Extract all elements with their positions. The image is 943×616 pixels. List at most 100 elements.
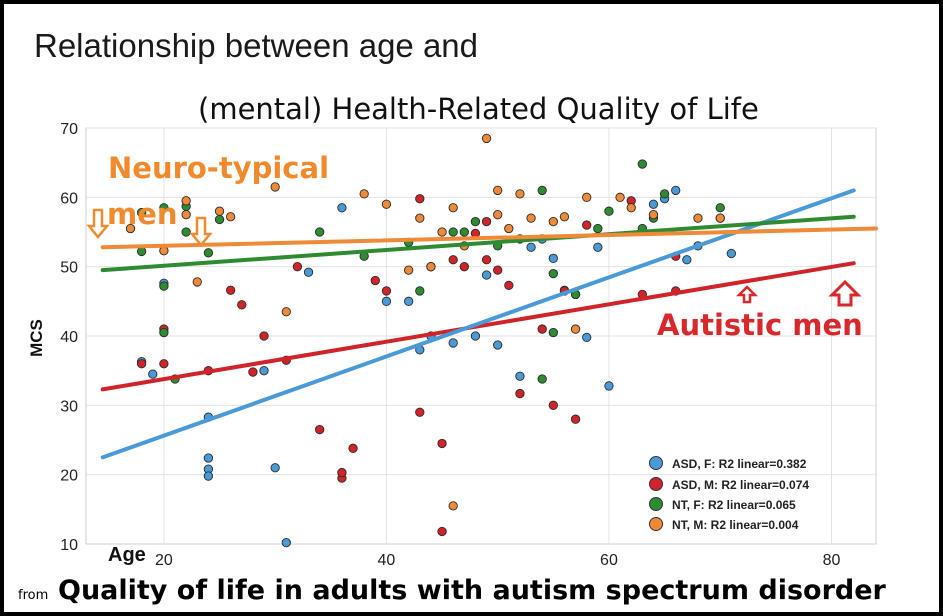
- data-point-asd-m: [437, 526, 447, 537]
- data-point-asd-f: [671, 185, 681, 196]
- data-point-nt-f: [181, 227, 191, 237]
- data-point-asd-m: [415, 407, 425, 417]
- data-point-nt-m: [281, 307, 291, 317]
- data-point-asd-m: [348, 443, 358, 453]
- data-point-asd-m: [381, 286, 392, 296]
- down-arrow-icon: [86, 208, 110, 239]
- data-point-nt-f: [203, 248, 214, 258]
- legend-label-asd-m: ASD, M: R2 linear=0.074: [672, 478, 809, 492]
- data-point-asd-f: [682, 255, 692, 265]
- data-point-asd-m: [437, 438, 447, 449]
- data-point-nt-m: [415, 213, 425, 223]
- data-point-nt-m: [192, 277, 202, 287]
- data-point-nt-m: [214, 206, 225, 216]
- data-point-asd-f: [203, 471, 214, 481]
- legend-marker-nt-f: [649, 497, 663, 511]
- data-point-nt-m: [270, 182, 280, 192]
- data-point-nt-m: [426, 262, 436, 272]
- data-point-asd-m: [248, 367, 258, 377]
- data-point-nt-f: [159, 327, 169, 338]
- data-point-nt-f: [448, 227, 458, 237]
- data-point-asd-f: [604, 381, 614, 391]
- data-point-asd-m: [515, 388, 525, 399]
- data-point-asd-f: [281, 537, 291, 548]
- annotation-men: men: [107, 197, 178, 231]
- y-tick-label: 30: [60, 398, 78, 415]
- data-point-asd-m: [225, 285, 236, 295]
- data-point-asd-m: [504, 280, 514, 291]
- data-point-nt-m: [359, 189, 369, 199]
- data-point-asd-f: [303, 267, 314, 277]
- data-point-nt-m: [693, 213, 703, 223]
- data-point-nt-m: [481, 133, 492, 144]
- x-axis-label: Age: [108, 544, 146, 566]
- down-arrow-icon: [189, 216, 213, 247]
- data-point-nt-m: [225, 212, 236, 222]
- data-point-nt-m: [448, 203, 458, 213]
- data-point-asd-f: [481, 270, 492, 280]
- fit-line-nt-f: [100, 214, 856, 273]
- data-point-nt-m: [493, 185, 503, 196]
- data-point-asd-m: [237, 300, 247, 310]
- data-point-nt-m: [437, 227, 447, 237]
- legend-label-nt-m: NT, M: R2 linear=0.004: [672, 518, 799, 532]
- data-point-nt-f: [548, 268, 558, 279]
- source-citation: Quality of life in adults with autism sp…: [58, 575, 887, 606]
- data-point-nt-m: [715, 213, 725, 223]
- data-point-nt-f: [470, 216, 481, 227]
- data-point-nt-m: [570, 324, 581, 334]
- data-point-asd-f: [726, 248, 737, 259]
- grid: [86, 127, 876, 544]
- y-tick-label: 70: [60, 121, 78, 138]
- data-point-asd-m: [459, 262, 469, 272]
- legend-label-asd-f: ASD, F: R2 linear=0.382: [672, 457, 807, 471]
- data-point-nt-f: [604, 206, 614, 216]
- legend: ASD, F: R2 linear=0.382 ASD, M: R2 linea…: [649, 456, 809, 532]
- data-point-asd-m: [292, 262, 303, 272]
- data-point-asd-m: [315, 424, 325, 435]
- y-tick-label: 20: [60, 468, 78, 485]
- data-point-asd-m: [159, 359, 169, 369]
- data-point-nt-m: [493, 210, 503, 220]
- data-point-asd-f: [259, 366, 269, 376]
- data-point-asd-f: [470, 331, 481, 341]
- data-point-nt-f: [415, 286, 425, 296]
- data-point-nt-f: [637, 159, 647, 169]
- data-point-nt-m: [648, 210, 659, 220]
- x-tick-label: 60: [600, 552, 618, 569]
- legend-marker-asd-m: [649, 477, 663, 491]
- data-point-asd-m: [136, 359, 147, 369]
- data-point-nt-f: [159, 281, 169, 291]
- data-point-nt-m: [181, 210, 191, 220]
- data-point-nt-f: [537, 374, 547, 384]
- data-point-asd-m: [582, 220, 592, 230]
- y-tick-label: 50: [60, 260, 78, 277]
- data-point-nt-m: [582, 192, 592, 202]
- annotation-autistic-men: Autistic men: [657, 308, 863, 342]
- data-point-asd-m: [493, 265, 503, 275]
- y-axis-label: MCS: [27, 319, 46, 357]
- data-point-nt-f: [659, 189, 670, 199]
- data-point-nt-m: [504, 223, 514, 234]
- data-point-asd-m: [548, 400, 558, 410]
- data-point-nt-f: [136, 246, 147, 257]
- x-tick-label: 20: [155, 552, 173, 569]
- data-point-nt-m: [559, 212, 570, 222]
- data-point-nt-m: [526, 213, 536, 223]
- data-point-asd-f: [404, 296, 414, 306]
- annotation-neurotypical: Neuro-typical: [108, 151, 329, 185]
- y-tick-label: 60: [60, 190, 78, 207]
- data-point-nt-f: [214, 214, 225, 225]
- data-point-nt-f: [548, 327, 558, 338]
- chart-subtitle: (mental) Health-Related Quality of Life: [198, 92, 759, 126]
- source-prefix: from: [18, 588, 48, 603]
- data-point-asd-f: [593, 242, 603, 252]
- data-point-nt-f: [315, 227, 325, 237]
- data-point-nt-m: [125, 223, 136, 234]
- x-tick-label: 40: [378, 552, 396, 569]
- legend-marker-nt-m: [649, 517, 663, 531]
- data-point-asd-f: [493, 340, 503, 350]
- data-point-nt-m: [181, 196, 191, 206]
- data-point-nt-f: [459, 227, 469, 237]
